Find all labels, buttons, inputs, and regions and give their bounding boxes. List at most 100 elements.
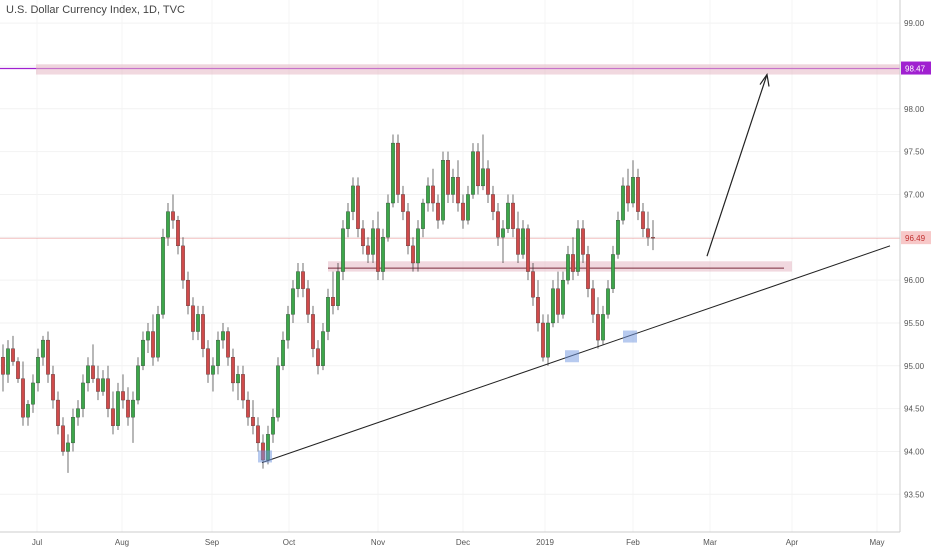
candle-body xyxy=(396,142,400,195)
candle-body xyxy=(16,361,20,379)
candle-body xyxy=(31,382,35,405)
candle-body xyxy=(216,339,220,366)
y-tick-label: 93.50 xyxy=(904,490,925,499)
candle-body xyxy=(176,220,180,247)
x-tick-label: May xyxy=(869,538,884,547)
candle-body xyxy=(561,279,565,315)
candle-body xyxy=(51,374,55,401)
candle-body xyxy=(341,228,345,272)
candle-body xyxy=(346,211,350,229)
chart-title: U.S. Dollar Currency Index, 1D, TVC xyxy=(6,4,185,16)
candle-body xyxy=(451,177,455,195)
candle-body xyxy=(386,202,390,238)
y-tick-label: 96.00 xyxy=(904,276,925,285)
candle-body xyxy=(501,228,505,238)
candle-body xyxy=(461,202,465,221)
target-price-tag xyxy=(901,61,931,75)
candle-body xyxy=(26,404,30,418)
candle-body xyxy=(576,228,580,272)
y-tick-label: 94.50 xyxy=(904,405,925,414)
candle-body xyxy=(316,348,320,366)
candle-body xyxy=(281,339,285,366)
x-tick-label: Mar xyxy=(703,538,717,547)
candle-body xyxy=(631,177,635,204)
y-tick-label: 94.00 xyxy=(904,447,925,456)
candle-body xyxy=(611,254,615,289)
candle-body xyxy=(551,288,555,324)
x-tick-label: 2019 xyxy=(536,538,554,547)
candle-body xyxy=(436,202,440,221)
candle-body xyxy=(431,185,435,204)
support-zone xyxy=(328,261,792,272)
candle-body xyxy=(256,425,260,444)
target-price-label: 98.47 xyxy=(905,65,926,74)
candle-body xyxy=(606,288,610,315)
candle-body xyxy=(226,331,230,358)
candle-body xyxy=(351,185,355,212)
candle-body xyxy=(481,168,485,187)
candle-body xyxy=(651,237,655,239)
candle-body xyxy=(371,228,375,255)
candle-body xyxy=(366,245,370,255)
x-tick-label: Feb xyxy=(626,538,640,547)
candle-body xyxy=(171,211,175,221)
candle-body xyxy=(641,211,645,229)
candle-body xyxy=(496,211,500,238)
candle-body xyxy=(131,399,135,418)
x-tick-label: Apr xyxy=(786,538,799,547)
swing-low-marker xyxy=(565,350,579,363)
y-axis: 93.5094.0094.5095.0095.5096.0096.5097.00… xyxy=(899,0,931,532)
last-price-tag xyxy=(901,231,931,245)
candle-body xyxy=(336,271,340,306)
candle-body xyxy=(646,228,650,238)
x-tick-label: Aug xyxy=(115,538,129,547)
candle-body xyxy=(86,365,90,384)
candle-body xyxy=(251,417,255,426)
candle-body xyxy=(36,357,40,384)
zones xyxy=(0,64,900,272)
resistance-zone xyxy=(36,64,900,75)
candle-body xyxy=(66,442,70,452)
candle-body xyxy=(541,322,545,358)
candle-body xyxy=(286,314,290,341)
y-tick-label: 98.00 xyxy=(904,105,925,114)
candle-body xyxy=(446,160,450,195)
candle-body xyxy=(11,348,15,362)
candle-body xyxy=(546,322,550,358)
candle-body xyxy=(211,365,215,375)
candle-body xyxy=(626,185,630,204)
candle-body xyxy=(621,185,625,221)
candle-body xyxy=(391,142,395,204)
swing-low-marker xyxy=(623,330,637,343)
candle-body xyxy=(356,185,360,229)
candle-body xyxy=(271,417,275,435)
candle-body xyxy=(101,378,105,392)
candle-body xyxy=(401,194,405,212)
x-tick-label: Oct xyxy=(283,538,296,547)
candle-body xyxy=(526,228,530,272)
candle-body xyxy=(531,271,535,298)
candle-body xyxy=(601,314,605,341)
x-tick-label: Nov xyxy=(371,538,385,547)
candle-body xyxy=(486,168,490,195)
candle-body xyxy=(156,314,160,358)
candle-body xyxy=(151,331,155,358)
candle-body xyxy=(536,297,540,324)
candle-body xyxy=(441,160,445,221)
candle-body xyxy=(91,365,95,379)
y-tick-label: 95.50 xyxy=(904,319,925,328)
projection-arrow-line xyxy=(706,74,768,257)
candle-body xyxy=(191,305,195,332)
candle-body xyxy=(141,339,145,366)
candle-body xyxy=(311,314,315,349)
candle-body xyxy=(416,228,420,264)
candle-body xyxy=(61,425,65,452)
x-tick-label: Dec xyxy=(456,538,470,547)
candle-body xyxy=(581,228,585,255)
candle-body xyxy=(236,374,240,384)
candle-body xyxy=(201,314,205,349)
candle-body xyxy=(326,297,330,332)
candle-body xyxy=(56,399,60,426)
candle-body xyxy=(301,271,305,289)
